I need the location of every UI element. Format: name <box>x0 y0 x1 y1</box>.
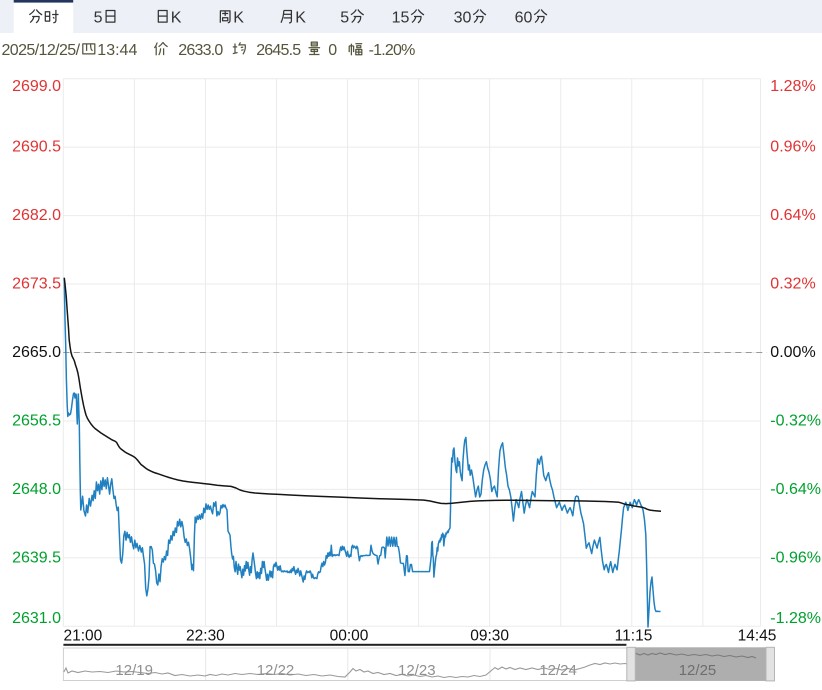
svg-text:12/23: 12/23 <box>398 662 436 679</box>
svg-text:2645.5: 2645.5 <box>256 42 301 59</box>
svg-text:15: 15 <box>392 10 410 27</box>
svg-text:13:44: 13:44 <box>97 42 137 59</box>
svg-text:00:00: 00:00 <box>330 628 369 645</box>
svg-text:5: 5 <box>94 10 103 27</box>
svg-text:-0.96%: -0.96% <box>770 549 821 566</box>
svg-text:-1.20%: -1.20% <box>369 42 415 59</box>
svg-text:12/22: 12/22 <box>257 662 295 679</box>
svg-text:2639.5: 2639.5 <box>12 549 61 566</box>
svg-text:12/25: 12/25 <box>679 662 717 679</box>
svg-text:60: 60 <box>515 10 533 27</box>
svg-text:2682.0: 2682.0 <box>12 207 61 224</box>
svg-text:2648.0: 2648.0 <box>12 481 61 498</box>
svg-text:5: 5 <box>340 10 349 27</box>
svg-text:2673.5: 2673.5 <box>12 276 61 293</box>
svg-text:11:15: 11:15 <box>615 628 653 645</box>
svg-text:2699.0: 2699.0 <box>12 78 61 95</box>
svg-text:0: 0 <box>328 42 337 59</box>
svg-text:0.96%: 0.96% <box>770 139 815 156</box>
svg-text:K: K <box>233 10 244 27</box>
svg-text:2633.0: 2633.0 <box>178 42 223 59</box>
svg-text:2025/12/25/: 2025/12/25/ <box>2 42 81 59</box>
svg-text:12/19: 12/19 <box>115 662 153 679</box>
svg-text:22:30: 22:30 <box>186 628 225 645</box>
svg-text:14:45: 14:45 <box>738 628 777 645</box>
svg-text:2665.0: 2665.0 <box>12 344 61 361</box>
svg-text:K: K <box>295 10 306 27</box>
svg-text:21:00: 21:00 <box>64 628 103 645</box>
svg-text:30: 30 <box>454 10 472 27</box>
svg-text:2690.5: 2690.5 <box>12 139 61 156</box>
svg-text:-0.64%: -0.64% <box>770 481 821 498</box>
svg-text:12/24: 12/24 <box>539 662 577 679</box>
svg-text:2656.5: 2656.5 <box>12 412 61 429</box>
svg-text:-1.28%: -1.28% <box>770 610 821 627</box>
svg-text:0.64%: 0.64% <box>770 207 815 224</box>
svg-text:K: K <box>171 10 182 27</box>
svg-text:09:30: 09:30 <box>470 628 509 645</box>
svg-text:-0.32%: -0.32% <box>770 412 821 429</box>
svg-text:1.28%: 1.28% <box>770 78 815 95</box>
svg-text:0.32%: 0.32% <box>770 276 815 293</box>
svg-text:2631.0: 2631.0 <box>12 610 61 627</box>
svg-text:0.00%: 0.00% <box>770 344 815 361</box>
